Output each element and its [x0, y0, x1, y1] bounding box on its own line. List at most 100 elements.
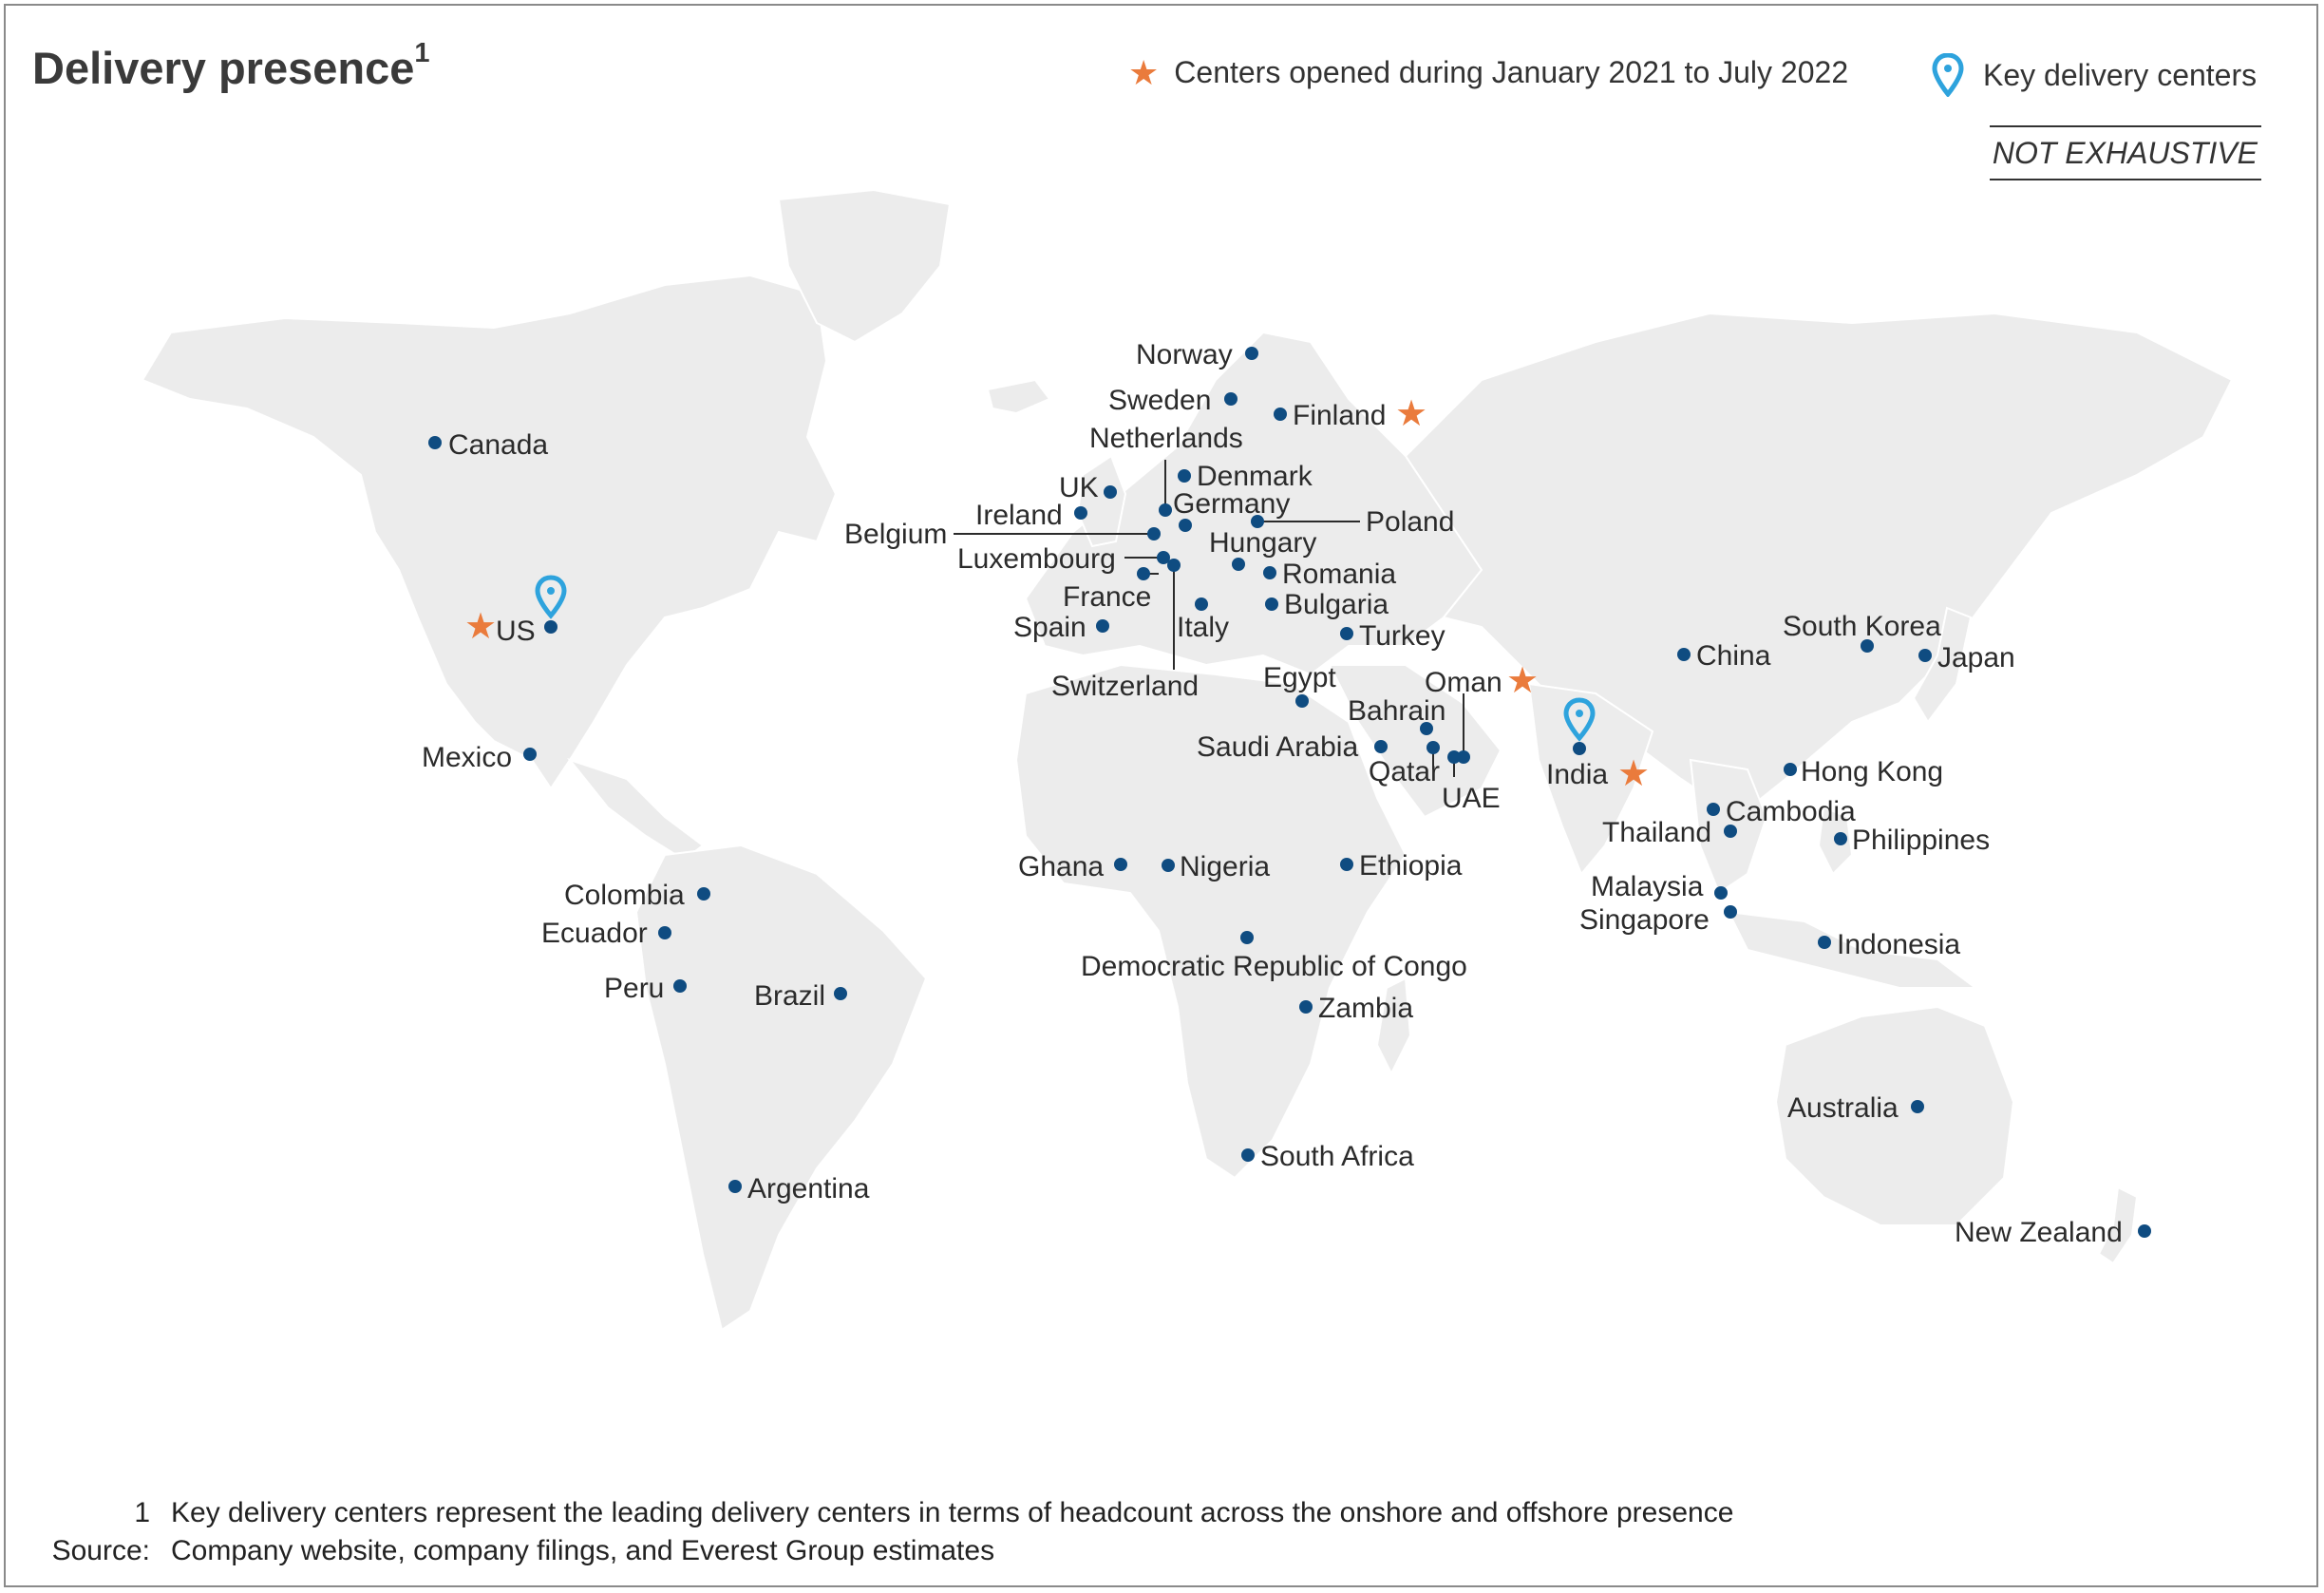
location-label-singapore: Singapore — [1579, 904, 1710, 936]
location-labels: Canada US Mexico Colombia Ecuador Peru Brazil A… — [422, 339, 2123, 1248]
location-label-nigeria: Nigeria — [1180, 851, 1270, 882]
star-icon: ★ — [1617, 754, 1650, 794]
location-label-italy: Italy — [1177, 612, 1229, 643]
location-label-china: China — [1696, 640, 1771, 672]
land-new-zealand — [2097, 1185, 2139, 1265]
land-arabia — [1328, 664, 1502, 819]
land-central-america — [567, 757, 705, 862]
star-icon: ★ — [1128, 52, 1160, 92]
location-dot-icon — [2138, 1224, 2151, 1238]
location-label-finland: Finland — [1293, 400, 1386, 431]
title-superscript: 1 — [414, 38, 430, 68]
land-greenland — [777, 188, 952, 344]
location-dot-icon — [697, 887, 710, 901]
location-label-oman: Oman — [1425, 667, 1502, 698]
location-dot-icon — [1677, 648, 1691, 661]
location-label-france: France — [1063, 581, 1151, 613]
location-dot-icon — [1224, 392, 1238, 406]
location-dot-icon — [1918, 649, 1932, 662]
location-label-cambodia: Cambodia — [1726, 796, 1856, 827]
center-markers: ★ ★ ★ ★ — [464, 394, 1650, 794]
location-dot-icon — [1447, 750, 1461, 764]
location-dot-icon — [1784, 763, 1797, 776]
land-australia — [1774, 1005, 2015, 1226]
footnotes: 1 Key delivery centers represent the lea… — [19, 1497, 1734, 1573]
location-label-luxembourg: Luxembourg — [957, 543, 1116, 575]
location-label-hungary: Hungary — [1209, 527, 1316, 559]
location-label-colombia: Colombia — [564, 880, 685, 911]
land-madagascar — [1375, 977, 1412, 1076]
location-label-india: India — [1546, 759, 1608, 790]
star-icon: ★ — [1506, 661, 1539, 701]
star-icon: ★ — [464, 607, 497, 647]
location-label-netherlands: Netherlands — [1089, 423, 1243, 454]
location-dot-icon — [1340, 858, 1353, 871]
location-label-bahrain: Bahrain — [1348, 695, 1445, 727]
location-dot-icon — [544, 620, 557, 634]
location-dot-icon — [1195, 597, 1208, 611]
location-dot-icon — [1724, 825, 1737, 838]
source-text: Company website, company filings, and Ev… — [171, 1535, 995, 1566]
location-dot-icon — [1114, 858, 1127, 871]
land-north-america — [141, 274, 838, 790]
location-dot-icon — [1834, 832, 1847, 845]
location-dot-icon — [1263, 566, 1276, 579]
not-exhaustive-text: NOT EXHAUSTIVE — [1992, 136, 2258, 170]
location-label-romania: Romania — [1282, 559, 1396, 590]
land-asia — [1404, 312, 2234, 819]
location-dot-icon — [1374, 740, 1388, 753]
location-label-germany: Germany — [1173, 488, 1290, 520]
location-dot-icon — [1104, 485, 1117, 499]
location-label-south-africa: South Africa — [1260, 1141, 1414, 1172]
location-dot-icon — [1179, 519, 1192, 532]
location-label-south-korea: South Korea — [1783, 611, 1941, 642]
location-label-brazil: Brazil — [754, 980, 825, 1012]
location-label-saudi-arabia: Saudi Arabia — [1197, 731, 1358, 763]
land-india — [1527, 682, 1654, 876]
location-dot-icon — [1159, 503, 1172, 517]
leader-lines — [954, 460, 1464, 777]
legend-key-centers: Key delivery centers — [1932, 53, 2257, 97]
location-label-belgium: Belgium — [844, 519, 947, 550]
location-label-new-zealand: New Zealand — [1955, 1217, 2123, 1248]
land-japan — [1912, 606, 1973, 724]
location-label-turkey: Turkey — [1359, 620, 1445, 652]
location-dot-icon — [1724, 905, 1737, 919]
location-dot-icon — [1096, 619, 1109, 633]
location-label-qatar: Qatar — [1369, 756, 1440, 787]
location-dot-icon — [673, 979, 687, 993]
land-masses — [141, 188, 2234, 1332]
location-label-us: US — [496, 616, 536, 647]
footnote-key: 1 — [134, 1497, 150, 1528]
source-row: Source: Company website, company filings… — [19, 1535, 1733, 1573]
location-label-egypt: Egypt — [1263, 662, 1336, 693]
location-dot-icon — [658, 926, 671, 939]
location-dot-icon — [728, 1180, 742, 1193]
legend-key-centers-label: Key delivery centers — [1983, 57, 2258, 92]
footnote-text: Key delivery centers represent the leadi… — [171, 1497, 1734, 1528]
location-dot-icon — [1147, 527, 1161, 540]
location-label-canada: Canada — [448, 429, 548, 461]
location-dot-icon — [1427, 741, 1440, 754]
map-pin-icon — [1932, 53, 1964, 97]
location-dot-icon — [1265, 597, 1278, 611]
location-label-argentina: Argentina — [747, 1173, 870, 1204]
location-dot-icon — [428, 436, 442, 449]
location-dot-icon — [1911, 1100, 1924, 1113]
location-dot-icon — [1074, 506, 1087, 520]
location-dot-icon — [1240, 931, 1254, 944]
location-dot-icon — [1157, 551, 1170, 564]
location-dot-icon — [1178, 469, 1191, 483]
land-south-america — [634, 844, 928, 1332]
location-dot-icon — [1861, 639, 1874, 653]
location-label-bulgaria: Bulgaria — [1284, 589, 1389, 620]
location-label-zambia: Zambia — [1318, 993, 1413, 1024]
location-dot-icon — [1232, 558, 1245, 571]
location-label-sweden: Sweden — [1108, 385, 1211, 416]
location-dot-icon — [1295, 694, 1309, 708]
location-dot-icon — [1818, 936, 1831, 949]
source-key: Source: — [51, 1535, 150, 1566]
legend-new-centers: ★ Centers opened during January 2021 to … — [1128, 55, 1848, 90]
location-dot-icon — [1714, 886, 1728, 900]
